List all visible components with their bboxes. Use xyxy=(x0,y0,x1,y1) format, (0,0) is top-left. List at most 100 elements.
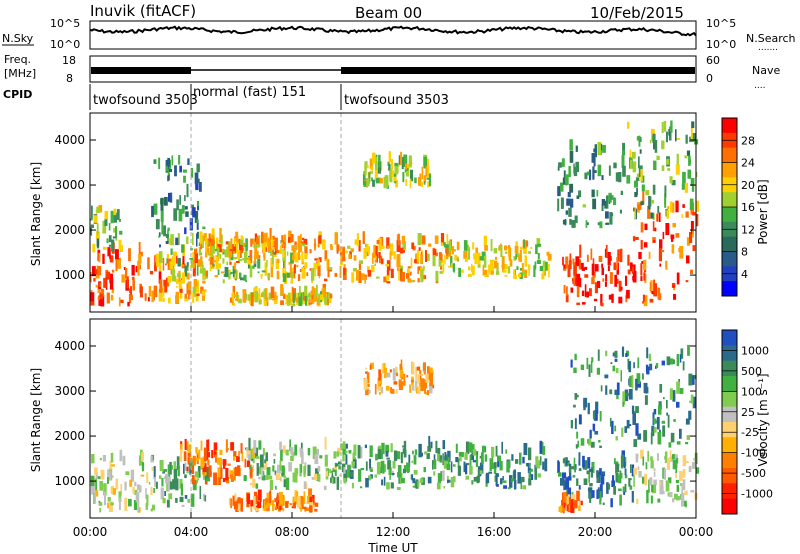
power-cell xyxy=(379,255,383,264)
power-cell xyxy=(212,260,216,263)
power-cell xyxy=(479,256,483,261)
vel-cell xyxy=(125,471,130,476)
vel-cell xyxy=(633,467,637,475)
power-cell xyxy=(270,264,274,278)
power-cell xyxy=(272,247,276,250)
vel-cell xyxy=(577,440,579,448)
power-cell xyxy=(689,232,693,244)
vel-cell xyxy=(453,464,456,467)
power-cell xyxy=(104,218,108,226)
power-cell xyxy=(567,191,571,198)
vel-cell xyxy=(497,457,500,468)
power-ytick-label: 2000 xyxy=(54,223,85,237)
vel-cell xyxy=(258,476,261,480)
power-cell xyxy=(542,266,545,276)
power-cell xyxy=(611,195,614,200)
power-cell xyxy=(167,169,170,176)
vel-cell xyxy=(693,457,697,461)
power-cell xyxy=(605,222,609,225)
vel-cell xyxy=(605,350,608,357)
noise-right-dots: ....... xyxy=(758,43,778,53)
vel-cell xyxy=(574,468,576,473)
vel-cell xyxy=(599,445,602,448)
power-cell xyxy=(166,258,168,264)
vel-cell xyxy=(461,452,464,458)
power-cell xyxy=(106,292,110,304)
vel-cell xyxy=(389,467,391,480)
power-cell xyxy=(401,156,404,170)
vel-cell xyxy=(250,500,254,507)
power-cell xyxy=(132,279,135,291)
power-cell xyxy=(343,264,346,268)
power-cell xyxy=(464,252,467,259)
power-cell xyxy=(138,242,141,255)
vel-cell xyxy=(427,446,432,452)
vel-cell xyxy=(491,457,494,467)
power-cell xyxy=(211,228,215,241)
power-cell xyxy=(573,163,575,174)
vel-cell xyxy=(485,472,490,484)
power-cell xyxy=(513,269,516,279)
power-cell xyxy=(632,161,637,173)
power-cell xyxy=(291,245,294,251)
vel-cell xyxy=(511,478,514,483)
power-cell xyxy=(468,273,472,277)
power-cell xyxy=(404,167,409,173)
vel-cell xyxy=(390,387,392,394)
power-cell xyxy=(421,235,426,245)
power-cell xyxy=(325,258,329,262)
power-cell xyxy=(123,267,126,270)
power-cell xyxy=(656,213,659,222)
vel-cell xyxy=(252,478,256,488)
power-cell xyxy=(238,250,242,258)
power-cell xyxy=(121,274,125,283)
vel-cell xyxy=(471,450,474,455)
power-colorbar-swatch xyxy=(722,162,737,178)
power-cell xyxy=(167,175,169,182)
power-cell xyxy=(450,263,453,268)
power-cell xyxy=(229,261,232,265)
vel-cell xyxy=(675,479,680,484)
power-cell xyxy=(609,256,612,261)
vel-cell xyxy=(410,379,414,383)
vel-cell xyxy=(369,445,373,458)
vel-cell xyxy=(303,491,306,505)
power-cell xyxy=(631,266,634,273)
vel-cell xyxy=(162,471,166,474)
power-cell xyxy=(636,188,638,196)
vel-cell xyxy=(465,464,468,475)
vel-cell xyxy=(488,471,493,474)
vel-cell xyxy=(503,485,507,489)
power-cell xyxy=(217,244,222,253)
vel-cell xyxy=(527,464,530,473)
vel-cell xyxy=(243,475,247,481)
power-cell xyxy=(605,244,608,259)
power-cell xyxy=(620,190,623,195)
vel-colorbar-swatch xyxy=(722,391,737,408)
power-cell xyxy=(570,198,574,208)
power-cell xyxy=(414,177,417,184)
power-cell xyxy=(433,249,437,255)
power-cell xyxy=(672,202,675,213)
power-cell xyxy=(234,294,239,298)
vel-cell xyxy=(496,473,498,485)
power-cell xyxy=(314,258,319,261)
vel-cell xyxy=(623,461,626,469)
vel-cell xyxy=(173,469,178,480)
vel-cell xyxy=(325,471,329,477)
vel-ylabel: Slant Range [km] xyxy=(29,368,43,472)
power-cell xyxy=(692,229,694,238)
power-cell xyxy=(298,292,303,306)
vel-cell xyxy=(659,384,663,393)
power-cell xyxy=(334,232,338,245)
power-cell xyxy=(381,246,385,249)
power-cell xyxy=(546,251,550,256)
vel-cell xyxy=(252,499,256,503)
vel-cell xyxy=(192,455,196,466)
vel-cell xyxy=(667,414,670,428)
power-cell xyxy=(472,265,475,276)
vel-cell xyxy=(614,358,618,362)
vel-cell xyxy=(138,485,142,493)
vel-cell xyxy=(542,461,545,470)
power-cell xyxy=(149,270,154,275)
